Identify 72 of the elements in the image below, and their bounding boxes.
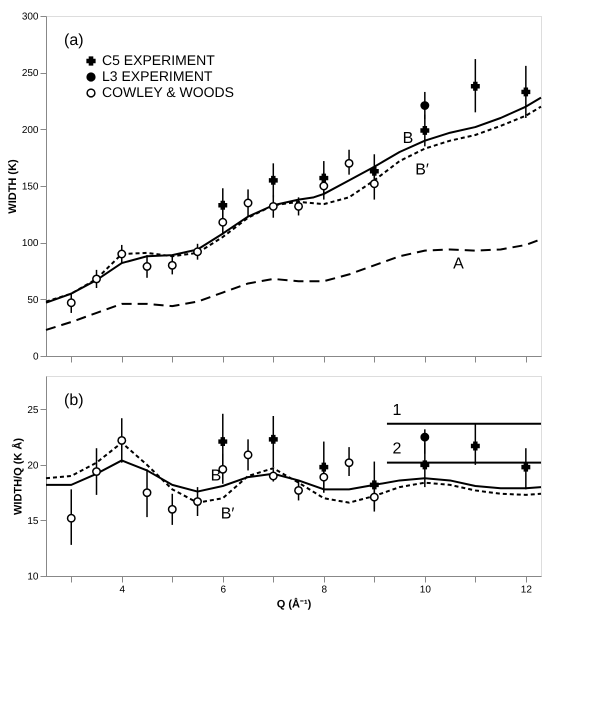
point bbox=[193, 497, 202, 506]
point bbox=[268, 434, 278, 444]
y-tick-label: 0 bbox=[32, 352, 39, 362]
y-tick-label: 20 bbox=[27, 460, 39, 472]
point bbox=[268, 202, 278, 211]
point bbox=[319, 174, 328, 183]
y-tick-label: 200 bbox=[22, 124, 39, 136]
legend-label: L3 EXPERIMENT bbox=[102, 68, 213, 84]
annotation: (a) bbox=[64, 32, 84, 49]
point bbox=[420, 460, 430, 470]
annotation: 2 bbox=[392, 440, 402, 458]
point bbox=[344, 158, 354, 168]
point bbox=[218, 218, 228, 227]
point bbox=[268, 176, 278, 185]
point bbox=[268, 472, 278, 480]
point bbox=[244, 198, 252, 208]
point bbox=[117, 250, 126, 258]
legend-label: COWLEY & WOODS bbox=[102, 84, 234, 100]
point bbox=[319, 472, 328, 482]
y-tick-label: 250 bbox=[22, 68, 39, 80]
x-tick-label: 8 bbox=[322, 584, 328, 596]
point bbox=[66, 298, 76, 308]
point bbox=[470, 82, 480, 91]
point bbox=[420, 126, 430, 135]
point bbox=[66, 514, 76, 523]
point bbox=[294, 486, 304, 495]
annotation: B bbox=[210, 467, 222, 484]
legend-label: C5 EXPERIMENT bbox=[102, 52, 216, 68]
point bbox=[168, 504, 177, 514]
point bbox=[470, 442, 480, 450]
point bbox=[319, 462, 328, 472]
point bbox=[420, 101, 430, 110]
point bbox=[294, 202, 304, 211]
point bbox=[218, 437, 228, 446]
point bbox=[370, 179, 379, 188]
point bbox=[117, 436, 126, 445]
x-axis-title: Q (Å⁻¹) bbox=[276, 598, 312, 610]
y-tick-label: 25 bbox=[27, 404, 39, 416]
point bbox=[142, 262, 152, 271]
point bbox=[521, 87, 530, 96]
annotation: 1 bbox=[392, 402, 402, 419]
point bbox=[370, 166, 379, 176]
point bbox=[370, 492, 379, 502]
y-tick-label: 10 bbox=[27, 572, 39, 582]
x-tick-label: 10 bbox=[420, 584, 432, 596]
annotation: B′ bbox=[415, 161, 429, 178]
y-tick-label: 15 bbox=[27, 516, 39, 527]
point bbox=[193, 247, 202, 256]
y-tick-label: 100 bbox=[22, 238, 39, 250]
point bbox=[92, 274, 101, 284]
annotation: B′ bbox=[220, 505, 234, 522]
annotation: B bbox=[402, 130, 414, 147]
y-tick-label: 150 bbox=[22, 182, 39, 192]
y-axis-title: WIDTH/Q (K Å) bbox=[11, 438, 24, 515]
point bbox=[420, 432, 430, 442]
annotation: (b) bbox=[64, 392, 84, 409]
y-axis-title: WIDTH (K) bbox=[6, 158, 19, 214]
point bbox=[92, 467, 101, 476]
x-tick-label: 12 bbox=[520, 584, 532, 596]
point bbox=[370, 480, 379, 490]
point bbox=[218, 200, 228, 210]
point bbox=[319, 182, 328, 190]
x-tick-label: 4 bbox=[119, 584, 126, 596]
y-tick-label: 300 bbox=[22, 12, 39, 22]
point bbox=[142, 488, 152, 498]
point bbox=[521, 462, 530, 472]
point bbox=[344, 458, 354, 468]
point bbox=[244, 450, 252, 460]
y-tick-label: 50 bbox=[27, 294, 39, 306]
annotation: A bbox=[453, 255, 464, 272]
point bbox=[168, 260, 177, 270]
x-tick-label: 6 bbox=[220, 584, 227, 596]
